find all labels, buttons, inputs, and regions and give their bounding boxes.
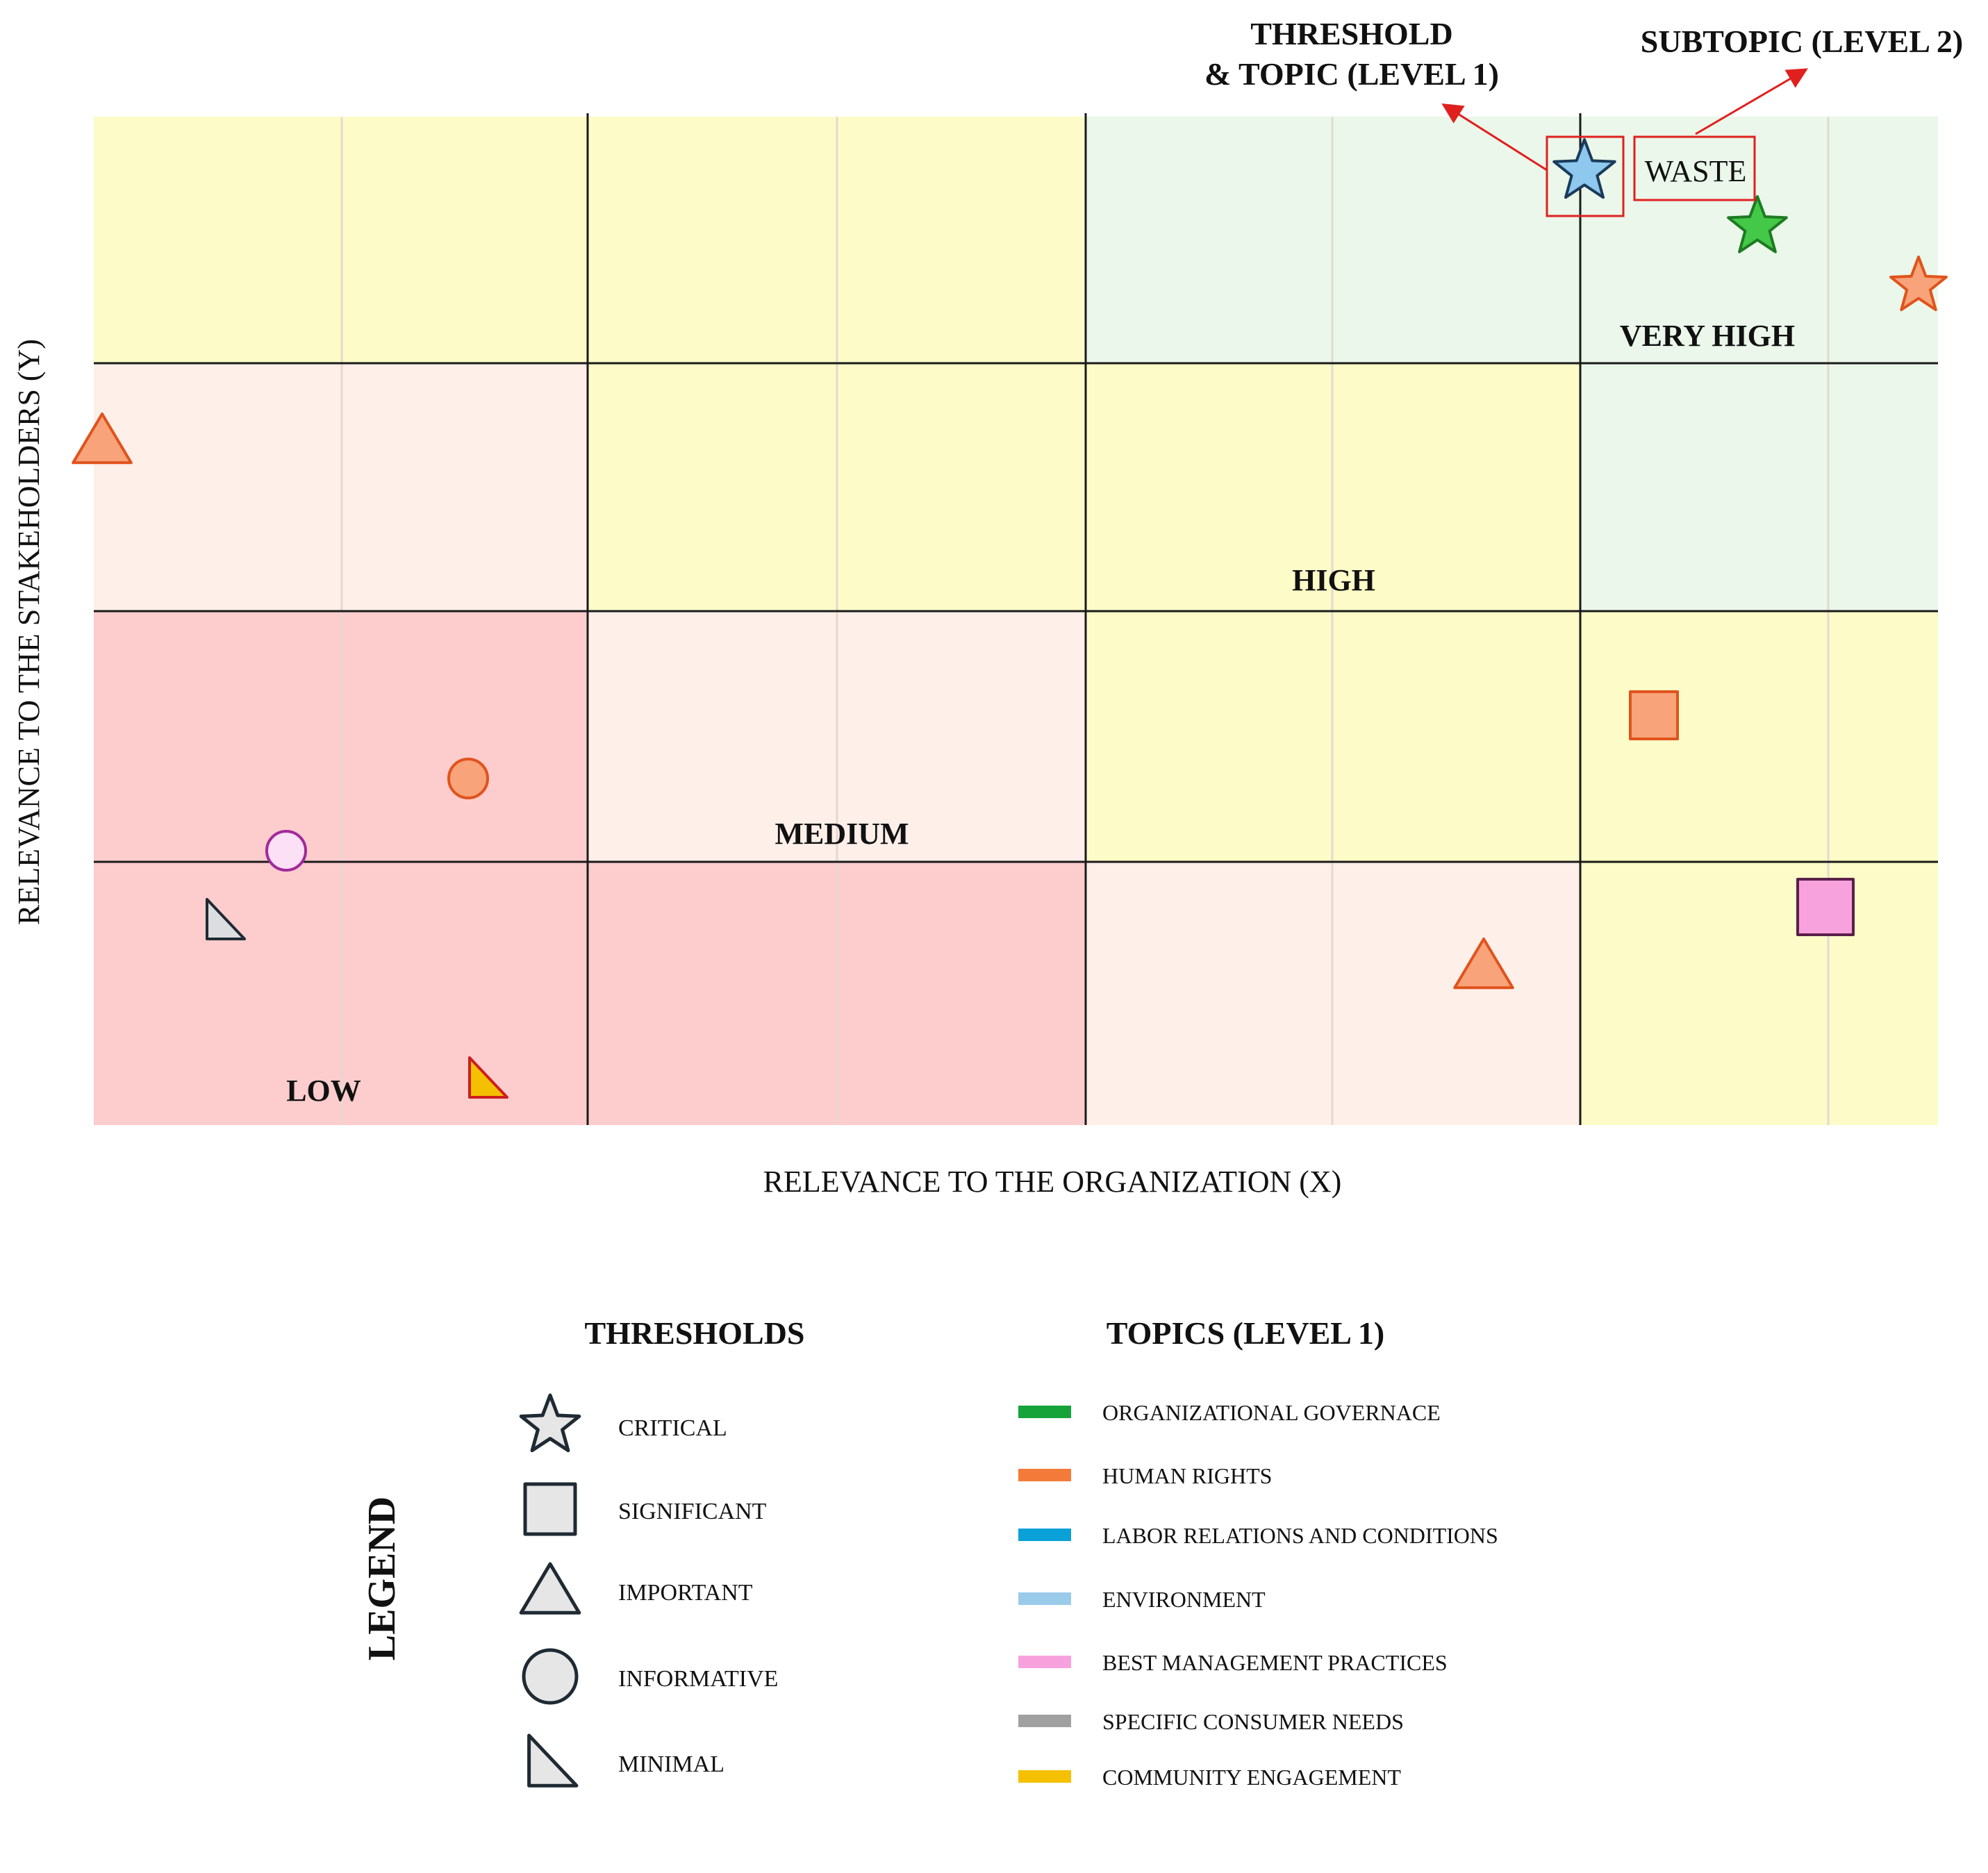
legend-topics: ORGANIZATIONAL GOVERNACE HUMAN RIGHTS LABO… [1018, 1400, 1498, 1790]
subtopic-title: SUBTOPIC (LEVEL 2) [1641, 24, 1963, 59]
marker-star-human-rights [1889, 256, 1948, 311]
topic-label: BEST MANAGEMENT PRACTICES [1102, 1650, 1448, 1675]
marker-right-triangle-community-engagement [468, 1056, 508, 1099]
topic-color-swatch [1018, 1656, 1071, 1668]
threshold-label: CRITICAL [618, 1415, 727, 1441]
threshold-arrow [1441, 103, 1548, 172]
zone-label-low: LOW [286, 1074, 361, 1108]
zone-label-very-high: VERY HIGH [1620, 319, 1795, 353]
marker-right-triangle-specific-consumer-needs [206, 898, 246, 940]
marker-triangle-human-rights [1453, 938, 1514, 990]
subtopic-highlight-box [1633, 135, 1756, 201]
zone-cell-high [1580, 862, 1938, 1125]
topic-markers [72, 138, 1948, 1099]
threshold-label: SIGNIFICANT [618, 1499, 767, 1524]
subtopic-example-label: WASTE [1645, 154, 1747, 188]
zone-grid [94, 117, 1938, 1125]
topic-label: HUMAN RIGHTS [1102, 1463, 1272, 1488]
threshold-label: INFORMATIVE [618, 1666, 778, 1692]
zone-label-medium: MEDIUM [775, 817, 909, 851]
marker-circle-best-management-practices [265, 830, 307, 872]
annotations: WASTE THRESHOLD & TOPIC (LEVEL 1) SUBTOP… [1204, 16, 1963, 217]
threshold-label: IMPORTANT [618, 1580, 753, 1606]
topics-title: TOPICS (LEVEL 1) [1107, 1315, 1384, 1351]
star-icon [519, 1393, 581, 1453]
zone-label-high: HIGH [1292, 563, 1375, 597]
marker-triangle-human-rights [72, 413, 133, 465]
marker-circle-human-rights [447, 758, 489, 799]
topic-color-swatch [1018, 1770, 1071, 1783]
topic-color-swatch [1018, 1529, 1071, 1541]
zone-cell-very_high [1580, 363, 1938, 611]
legend-contents: LEGEND THRESHOLDS TOPICS (LEVEL 1) CRITI… [361, 1315, 1498, 1790]
threshold-topic-title-line1: THRESHOLD [1250, 16, 1452, 51]
marker-square-best-management-practices [1796, 878, 1855, 936]
square-icon [523, 1482, 577, 1536]
right-triangle-icon [527, 1733, 579, 1788]
topic-color-swatch [1018, 1469, 1071, 1481]
major-grid [94, 113, 1938, 1125]
topic-label: ENVIRONMENT [1102, 1587, 1266, 1612]
triangle-icon [519, 1562, 581, 1615]
marker-star-environment [1552, 138, 1616, 199]
topic-color-swatch [1018, 1406, 1071, 1418]
x-axis-label: RELEVANCE TO THE ORGANIZATION (X) [763, 1165, 1342, 1199]
topic-label: COMMUNITY ENGAGEMENT [1102, 1765, 1401, 1790]
marker-square-human-rights [1629, 690, 1679, 740]
threshold-highlight-box [1546, 135, 1625, 217]
circle-icon [522, 1648, 579, 1705]
legend-title: LEGEND [361, 1497, 404, 1661]
legend-thresholds: CRITICAL SIGNIFICANT IMPORTANT INFORMATIVE M… [519, 1393, 778, 1788]
topic-label: LABOR RELATIONS AND CONDITIONS [1102, 1523, 1498, 1548]
subtopic-arrow [1695, 68, 1808, 135]
marker-star-organizational-governance [1727, 195, 1788, 253]
thresholds-title: THRESHOLDS [585, 1315, 805, 1351]
topic-label: ORGANIZATIONAL GOVERNACE [1102, 1400, 1441, 1425]
minor-grid [340, 117, 1830, 1125]
topic-label: SPECIFIC CONSUMER NEEDS [1102, 1709, 1404, 1734]
threshold-label: MINIMAL [618, 1751, 724, 1777]
topic-color-swatch [1018, 1592, 1071, 1605]
y-axis-label: RELEVANCE TO THE STAKEHOLDERS (Y) [12, 339, 46, 925]
threshold-topic-title-line2: & TOPIC (LEVEL 1) [1204, 56, 1499, 92]
topic-color-swatch [1018, 1715, 1071, 1727]
